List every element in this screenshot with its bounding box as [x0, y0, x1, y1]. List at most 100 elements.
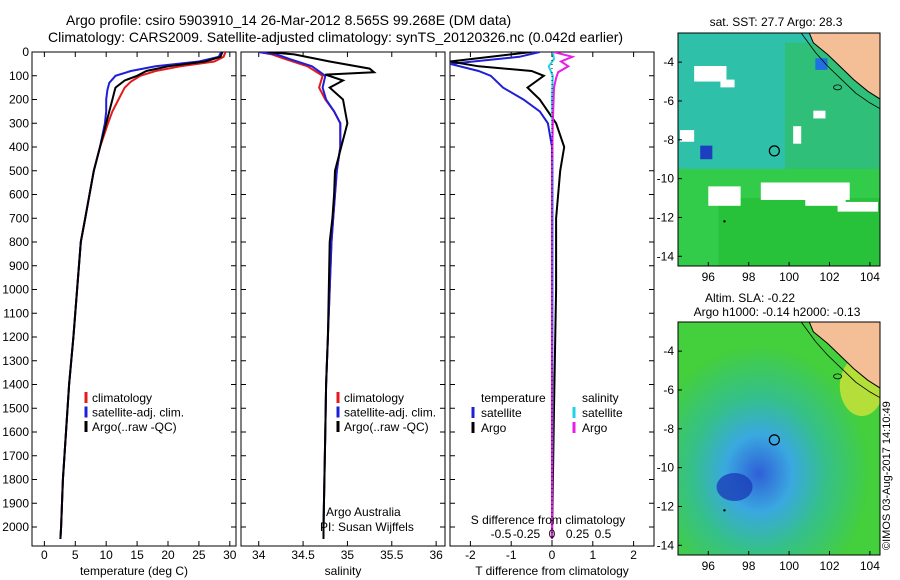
- y-tick-label: 1600: [2, 425, 29, 439]
- y-tick-label: 1900: [2, 496, 29, 510]
- map-x-tick-label: 102: [819, 270, 839, 284]
- x-tick-label: 34.5: [291, 548, 315, 562]
- x-tick-label: -2: [465, 548, 476, 562]
- map-x-tick-label: 96: [702, 270, 716, 284]
- x-tick-label: 5: [72, 548, 79, 562]
- legend-label: satellite-adj. clim.: [344, 406, 436, 420]
- x-tick-label: 10: [100, 548, 114, 562]
- temperature-profile-frame: [31, 51, 237, 547]
- x-axis-label: temperature (deg C): [80, 564, 188, 578]
- x-tick-label: 30: [223, 548, 237, 562]
- map-x-tick-label: 104: [860, 559, 880, 573]
- series-line: [450, 52, 566, 539]
- legend-label: climatology: [92, 391, 152, 405]
- cloud-gap: [694, 66, 727, 82]
- y-tick-label: 1500: [2, 401, 29, 415]
- annotation-pi: PI: Susan Wijffels: [320, 520, 414, 534]
- x-tick-label: 20: [161, 548, 175, 562]
- sla-map-title: Altim. SLA: -0.22: [705, 291, 795, 305]
- y-tick-label: 1300: [2, 354, 29, 368]
- land-sumatra: [808, 33, 880, 100]
- argo-position-marker: [768, 145, 780, 157]
- y-tick-label: 0: [22, 45, 29, 59]
- map-x-tick-label: 100: [779, 559, 799, 573]
- map-y-tick-label: -4: [663, 344, 674, 358]
- argo-position-marker: [768, 434, 780, 446]
- island-dot: [723, 509, 726, 512]
- y-tick-label: 2000: [2, 520, 29, 534]
- map-x-tick-label: 96: [702, 559, 716, 573]
- legend-label: Argo(..raw -QC): [92, 420, 177, 434]
- map-y-tick-label: -14: [657, 538, 675, 552]
- map-field: [678, 33, 880, 266]
- map-y-tick-label: -8: [663, 422, 674, 436]
- x-tick-label: 1: [589, 548, 596, 562]
- x-tick-label: 2: [630, 548, 637, 562]
- map-x-tick-label: 100: [779, 270, 799, 284]
- y-tick-label: 1000: [2, 283, 29, 297]
- y-tick-label: 1200: [2, 330, 29, 344]
- y-tick-label: 300: [9, 116, 29, 130]
- x-tick-label: 25: [192, 548, 206, 562]
- legend-title-temperature: temperature: [481, 391, 546, 405]
- map-y-tick-label: -12: [657, 210, 675, 224]
- cold-patch: [815, 58, 828, 70]
- cloud-gap: [837, 201, 878, 212]
- y-tick-label: 900: [9, 259, 29, 273]
- map-frame: [677, 321, 881, 556]
- legend-title-salinity: salinity: [582, 391, 619, 405]
- sst-map-title: sat. SST: 27.7 Argo: 28.3: [710, 15, 843, 29]
- series-line: [59, 52, 227, 539]
- map-y-tick-label: -4: [663, 55, 674, 69]
- y-tick-label: 100: [9, 69, 29, 83]
- map-y-tick-label: -10: [657, 461, 675, 475]
- map-y-tick-label: -14: [657, 249, 675, 263]
- x-tick-label: 35.5: [380, 548, 404, 562]
- bathy-contour: [800, 33, 880, 110]
- legend-label: Argo: [582, 421, 608, 435]
- legend-label: Argo(..raw -QC): [344, 420, 429, 434]
- y-tick-label: 500: [9, 164, 29, 178]
- top-x-tick-label: -0.5: [491, 527, 512, 541]
- legend-label: satellite: [582, 406, 623, 420]
- legend-label: satellite: [481, 406, 522, 420]
- y-tick-label: 800: [9, 235, 29, 249]
- series-line: [551, 52, 576, 539]
- sst-map: 96 98 100 102 104 -4 -6 -8 -10 -12 -14: [657, 32, 881, 284]
- low-anomaly: [716, 473, 753, 502]
- x-tick-label: 0: [41, 548, 48, 562]
- map-field: [678, 322, 880, 555]
- x-axis-label: salinity: [325, 564, 362, 578]
- figure-title-line1: Argo profile: csiro 5903910_14 26-Mar-20…: [66, 12, 512, 28]
- cloud-gap: [793, 126, 802, 144]
- cold-patch: [700, 145, 713, 160]
- salinity-profile-frame: [240, 51, 446, 547]
- cloud-gap: [708, 186, 741, 206]
- top-x-tick-label: 0.25: [566, 527, 590, 541]
- map-x-tick-label: 104: [860, 270, 880, 284]
- difference-profile: -2 -1 0 1 2T difference from climatology -0.5…: [449, 51, 655, 578]
- map-x-tick-label: 98: [742, 270, 756, 284]
- y-tick-label: 1400: [2, 378, 29, 392]
- series-line: [59, 52, 223, 539]
- y-tick-label: 1700: [2, 449, 29, 463]
- series-line: [267, 52, 377, 539]
- figure-title-line2: Climatology: CARS2009. Satellite-adjuste…: [48, 29, 624, 45]
- cloud-gap: [680, 130, 695, 142]
- x-tick-label: -1: [506, 548, 517, 562]
- x-tick-label: 34: [252, 548, 266, 562]
- legend-label: satellite-adj. clim.: [92, 406, 184, 420]
- island-dot: [723, 220, 726, 223]
- cloud-gap: [805, 194, 846, 206]
- map-y-tick-label: -12: [657, 499, 675, 513]
- map-x-tick-label: 98: [742, 559, 756, 573]
- legend-label: climatology: [344, 391, 404, 405]
- map-frame: [677, 32, 881, 267]
- top-x-axis-label: S difference from climatology: [471, 513, 626, 527]
- map-y-tick-label: -6: [663, 94, 674, 108]
- cloud-gap: [813, 110, 826, 119]
- top-x-tick-label: -0.25: [513, 527, 541, 541]
- legend-label: Argo: [481, 421, 507, 435]
- map-y-tick-label: -6: [663, 383, 674, 397]
